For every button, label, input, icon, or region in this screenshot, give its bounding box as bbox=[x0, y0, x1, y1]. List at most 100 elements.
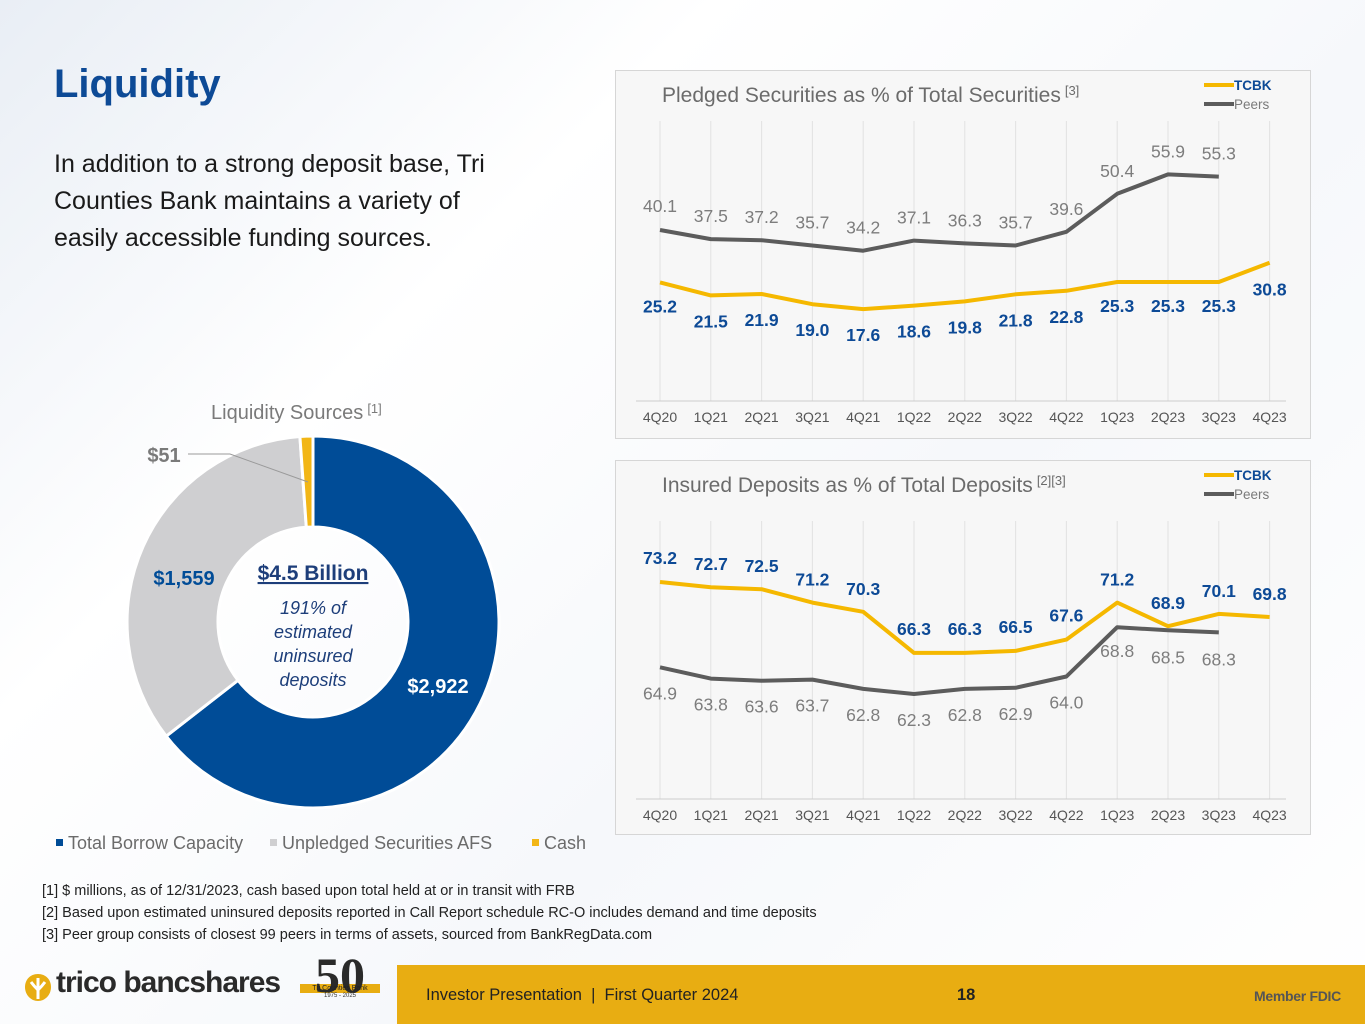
chart-title: Pledged Securities as % of Total Securit… bbox=[662, 83, 1079, 107]
intro-text: In addition to a strong deposit base, Tr… bbox=[54, 150, 485, 252]
data-label-peers: 55.9 bbox=[1151, 141, 1185, 161]
footer-band bbox=[397, 965, 1365, 1024]
donut-title-note: [1] bbox=[367, 401, 381, 416]
x-tick-label: 4Q22 bbox=[1049, 807, 1083, 823]
x-tick-label: 1Q22 bbox=[897, 409, 931, 425]
donut-slice-1 bbox=[125, 434, 308, 739]
series-line-peers bbox=[659, 172, 1219, 253]
x-tick-label: 4Q23 bbox=[1252, 409, 1286, 425]
data-label-tcbk: 72.7 bbox=[694, 554, 728, 574]
data-label-peers: 34.2 bbox=[846, 218, 880, 238]
data-label-tcbk: 19.0 bbox=[795, 320, 829, 340]
x-tick-label: 2Q23 bbox=[1151, 807, 1185, 823]
insured-deposits-chart: Insured Deposits as % of Total Deposits[… bbox=[636, 468, 1287, 823]
legend-label: Total Borrow Capacity bbox=[68, 833, 243, 853]
x-tick-label: 4Q20 bbox=[643, 409, 677, 425]
legend-swatch bbox=[270, 839, 277, 846]
legend-label-peers: Peers bbox=[1234, 97, 1270, 112]
legend-label: Cash bbox=[544, 833, 586, 853]
legend-swatch bbox=[56, 839, 63, 846]
x-tick-label: 3Q22 bbox=[998, 807, 1032, 823]
x-tick-label: 2Q22 bbox=[948, 807, 982, 823]
data-label-peers: 36.3 bbox=[948, 210, 982, 230]
data-label-peers: 37.1 bbox=[897, 208, 931, 228]
data-label-tcbk: 18.6 bbox=[897, 322, 931, 342]
legend-label-peers: Peers bbox=[1234, 487, 1270, 502]
data-label-peers: 55.3 bbox=[1202, 144, 1236, 164]
data-label-tcbk: 71.2 bbox=[1100, 570, 1134, 590]
footnote-1: [1] $ millions, as of 12/31/2023, cash b… bbox=[42, 883, 575, 899]
brand-logo-text: trico bancshares bbox=[56, 966, 281, 999]
data-label-tcbk: 25.3 bbox=[1151, 296, 1185, 316]
data-label-peers: 62.3 bbox=[897, 710, 931, 730]
data-label-peers: 35.7 bbox=[999, 213, 1033, 233]
chart-title-note: [3] bbox=[1065, 83, 1079, 98]
donut-value-label: $1,559 bbox=[153, 568, 214, 590]
x-tick-label: 1Q23 bbox=[1100, 807, 1134, 823]
anniversary-ribbon: Tri Counties Bank bbox=[300, 984, 380, 993]
series-line-tcbk bbox=[659, 580, 1270, 655]
x-tick-label: 3Q21 bbox=[795, 409, 829, 425]
legend-label: Unpledged Securities AFS bbox=[282, 833, 492, 853]
footnote-2: [2] Based upon estimated uninsured depos… bbox=[42, 905, 817, 921]
data-label-tcbk: 22.8 bbox=[1049, 307, 1083, 327]
x-tick-label: 3Q23 bbox=[1202, 807, 1236, 823]
data-label-peers: 68.3 bbox=[1202, 649, 1236, 669]
donut-slice-0 bbox=[164, 434, 501, 810]
x-tick-label: 4Q21 bbox=[846, 409, 880, 425]
donut-center-subtitle: estimated bbox=[274, 622, 353, 642]
data-label-tcbk: 21.9 bbox=[745, 310, 779, 330]
member-fdic: Member FDIC bbox=[1254, 988, 1341, 1004]
legend-swatch bbox=[532, 839, 539, 846]
data-label-peers: 68.5 bbox=[1151, 647, 1185, 667]
data-label-tcbk: 68.9 bbox=[1151, 593, 1185, 613]
data-label-tcbk: 73.2 bbox=[643, 548, 677, 568]
data-label-peers: 64.9 bbox=[643, 683, 677, 703]
anniversary-years: 1975 - 2025 bbox=[323, 993, 357, 999]
data-label-peers: 50.4 bbox=[1100, 161, 1134, 181]
data-label-tcbk: 25.3 bbox=[1202, 296, 1236, 316]
data-label-peers: 35.7 bbox=[795, 213, 829, 233]
x-tick-label: 1Q22 bbox=[897, 807, 931, 823]
liquidity-sources-chart: Liquidity Sources [1] $2,922 $1,559 $51 $4.5 … bbox=[56, 401, 586, 853]
chart-title: Insured Deposits as % of Total Deposits[… bbox=[662, 473, 1066, 497]
page-number: 18 bbox=[957, 986, 976, 1004]
data-label-peers: 63.8 bbox=[694, 695, 728, 715]
donut-value-label: $51 bbox=[147, 445, 180, 467]
pledged-chart-panel: Pledged Securities as % of Total Securit… bbox=[615, 70, 1311, 439]
data-label-tcbk: 19.8 bbox=[948, 317, 982, 337]
data-label-tcbk: 71.2 bbox=[795, 570, 829, 590]
data-label-tcbk: 66.3 bbox=[948, 619, 982, 639]
x-tick-label: 1Q23 bbox=[1100, 409, 1134, 425]
donut-center-subtitle: 191% of bbox=[280, 598, 348, 618]
data-label-tcbk: 25.2 bbox=[643, 296, 677, 316]
x-tick-label: 4Q20 bbox=[643, 807, 677, 823]
x-tick-label: 1Q21 bbox=[694, 807, 728, 823]
data-label-peers: 39.6 bbox=[1049, 199, 1083, 219]
legend-label-tcbk: TCBK bbox=[1234, 78, 1272, 93]
legend-label-tcbk: TCBK bbox=[1234, 468, 1272, 483]
data-label-peers: 63.7 bbox=[795, 696, 829, 716]
data-label-peers: 40.1 bbox=[643, 196, 677, 216]
data-label-peers: 68.8 bbox=[1100, 641, 1134, 661]
x-tick-label: 2Q21 bbox=[744, 409, 778, 425]
data-label-tcbk: 72.5 bbox=[745, 556, 779, 576]
data-label-tcbk: 69.8 bbox=[1253, 584, 1287, 604]
x-tick-label: 3Q22 bbox=[998, 409, 1032, 425]
x-tick-label: 1Q21 bbox=[694, 409, 728, 425]
footnotes: [1] $ millions, as of 12/31/2023, cash b… bbox=[42, 880, 817, 946]
data-label-tcbk: 21.8 bbox=[999, 310, 1033, 330]
data-label-tcbk: 21.5 bbox=[694, 311, 728, 331]
data-label-peers: 62.8 bbox=[948, 705, 982, 725]
donut-title: Liquidity Sources [1] bbox=[211, 401, 382, 424]
data-label-peers: 64.0 bbox=[1049, 693, 1083, 713]
insured-chart-panel: Insured Deposits as % of Total Deposits[… bbox=[615, 460, 1311, 835]
presentation-label: Investor Presentation | First Quarter 20… bbox=[426, 986, 739, 1004]
series-line-tcbk bbox=[659, 260, 1271, 312]
anniversary-badge: 50 Tri Counties Bank 1975 - 2025 bbox=[300, 950, 380, 1022]
x-tick-label: 2Q21 bbox=[744, 807, 778, 823]
data-label-tcbk: 70.1 bbox=[1202, 581, 1236, 601]
data-label-tcbk: 66.3 bbox=[897, 619, 931, 639]
data-label-tcbk: 17.6 bbox=[846, 325, 880, 345]
donut-center-subtitle: uninsured bbox=[273, 646, 353, 666]
